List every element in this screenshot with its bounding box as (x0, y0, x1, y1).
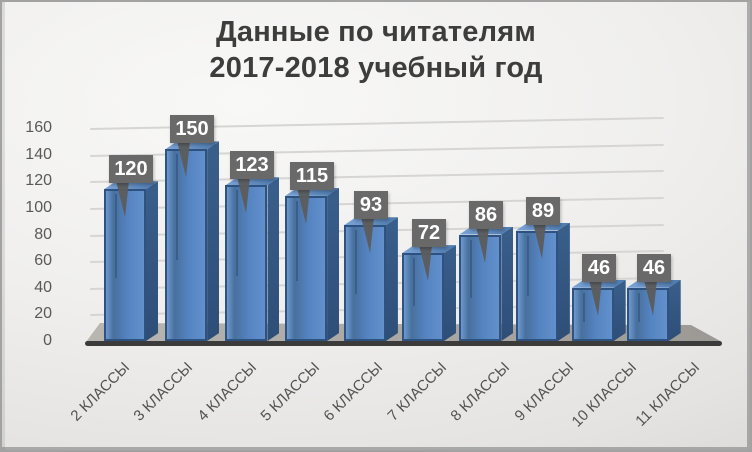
data-label-callout: 86 (469, 201, 503, 229)
bar-front-face (571, 287, 614, 341)
bar-front-face (626, 287, 669, 341)
bar-inner-back-edge (413, 258, 415, 307)
data-label-callout: 46 (637, 254, 671, 282)
bar-side-face (444, 245, 456, 341)
bar-inner-back-edge (296, 200, 299, 281)
bar-side-face (501, 226, 514, 341)
data-label-callout: 89 (526, 197, 560, 225)
bar-inner-back-edge (236, 190, 239, 276)
bar (165, 141, 220, 341)
data-label-callout: 72 (412, 219, 446, 247)
bar-top-face (165, 141, 220, 150)
data-label-callout: 120 (109, 155, 153, 183)
bar-top-face (285, 187, 340, 196)
y-axis-tick-label: 60 (34, 252, 52, 270)
bar-side-face (267, 177, 280, 341)
y-axis-tick-label: 80 (34, 225, 52, 243)
y-axis-tick-label: 120 (25, 172, 52, 190)
bar-inner-back-edge (176, 154, 179, 260)
axis-line (85, 341, 722, 346)
bar (104, 181, 158, 341)
data-label-callout: 115 (290, 162, 334, 190)
bar-inner-back-edge (470, 239, 473, 299)
y-axis-tick-label: 40 (34, 278, 52, 296)
chart-title: Данные по читателям 2017-2018 учебный го… (2, 14, 750, 86)
bar-side-face (613, 279, 626, 341)
data-label-callout: 123 (230, 151, 274, 179)
y-axis-tick-label: 100 (25, 198, 52, 216)
y-axis-tick-label: 160 (25, 119, 52, 137)
bar-front-face (343, 225, 386, 341)
bar-inner-back-edge (526, 235, 529, 297)
y-axis-tick-label: 140 (25, 145, 52, 163)
bar-side-face (385, 217, 398, 341)
bar-inner-back-edge (115, 194, 117, 278)
bar (285, 187, 340, 341)
bar-side-face (327, 187, 340, 341)
bar-top-face (225, 177, 280, 186)
bar-inner-back-edge (354, 230, 357, 294)
chart-title-line1: Данные по читателям (216, 16, 536, 48)
bar-top-face (104, 181, 158, 190)
bar-side-face (146, 181, 158, 341)
bar-front-face (515, 230, 558, 341)
bar (515, 222, 570, 341)
bar-front-face (402, 253, 444, 341)
bar-front-face (165, 149, 208, 341)
bar-side-face (557, 222, 570, 341)
bar-front-face (459, 234, 502, 341)
bar-side-face (668, 279, 681, 341)
chart-title-line2: 2017-2018 учебный год (209, 52, 543, 84)
bar (225, 177, 280, 341)
data-label-callout: 150 (170, 115, 214, 143)
bar-inner-back-edge (582, 292, 585, 323)
y-axis-tick-label: 20 (34, 305, 52, 323)
bar-inner-back-edge (637, 292, 640, 323)
y-axis-tick-label: 0 (43, 332, 52, 349)
data-label-callout: 93 (354, 191, 388, 219)
data-label-callout: 46 (582, 254, 616, 282)
bar (343, 217, 398, 341)
bar-front-face (225, 185, 268, 341)
bar-side-face (207, 141, 220, 341)
